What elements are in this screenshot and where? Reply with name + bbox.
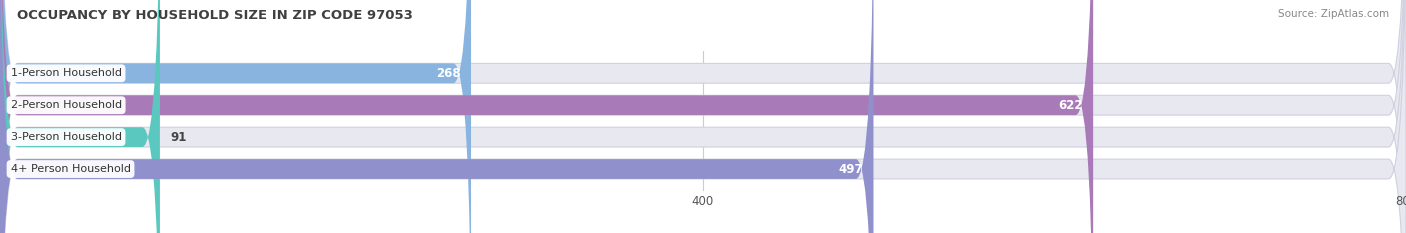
FancyBboxPatch shape	[0, 0, 1094, 233]
Text: 1-Person Household: 1-Person Household	[11, 68, 121, 78]
Text: 91: 91	[170, 131, 187, 144]
Text: 3-Person Household: 3-Person Household	[11, 132, 121, 142]
Text: 622: 622	[1059, 99, 1083, 112]
Text: 4+ Person Household: 4+ Person Household	[11, 164, 131, 174]
Text: 497: 497	[838, 163, 863, 175]
FancyBboxPatch shape	[0, 0, 160, 233]
Text: 2-Person Household: 2-Person Household	[11, 100, 122, 110]
Text: Source: ZipAtlas.com: Source: ZipAtlas.com	[1278, 9, 1389, 19]
Text: 268: 268	[436, 67, 461, 80]
FancyBboxPatch shape	[0, 0, 873, 233]
FancyBboxPatch shape	[0, 0, 471, 233]
Text: OCCUPANCY BY HOUSEHOLD SIZE IN ZIP CODE 97053: OCCUPANCY BY HOUSEHOLD SIZE IN ZIP CODE …	[17, 9, 413, 22]
